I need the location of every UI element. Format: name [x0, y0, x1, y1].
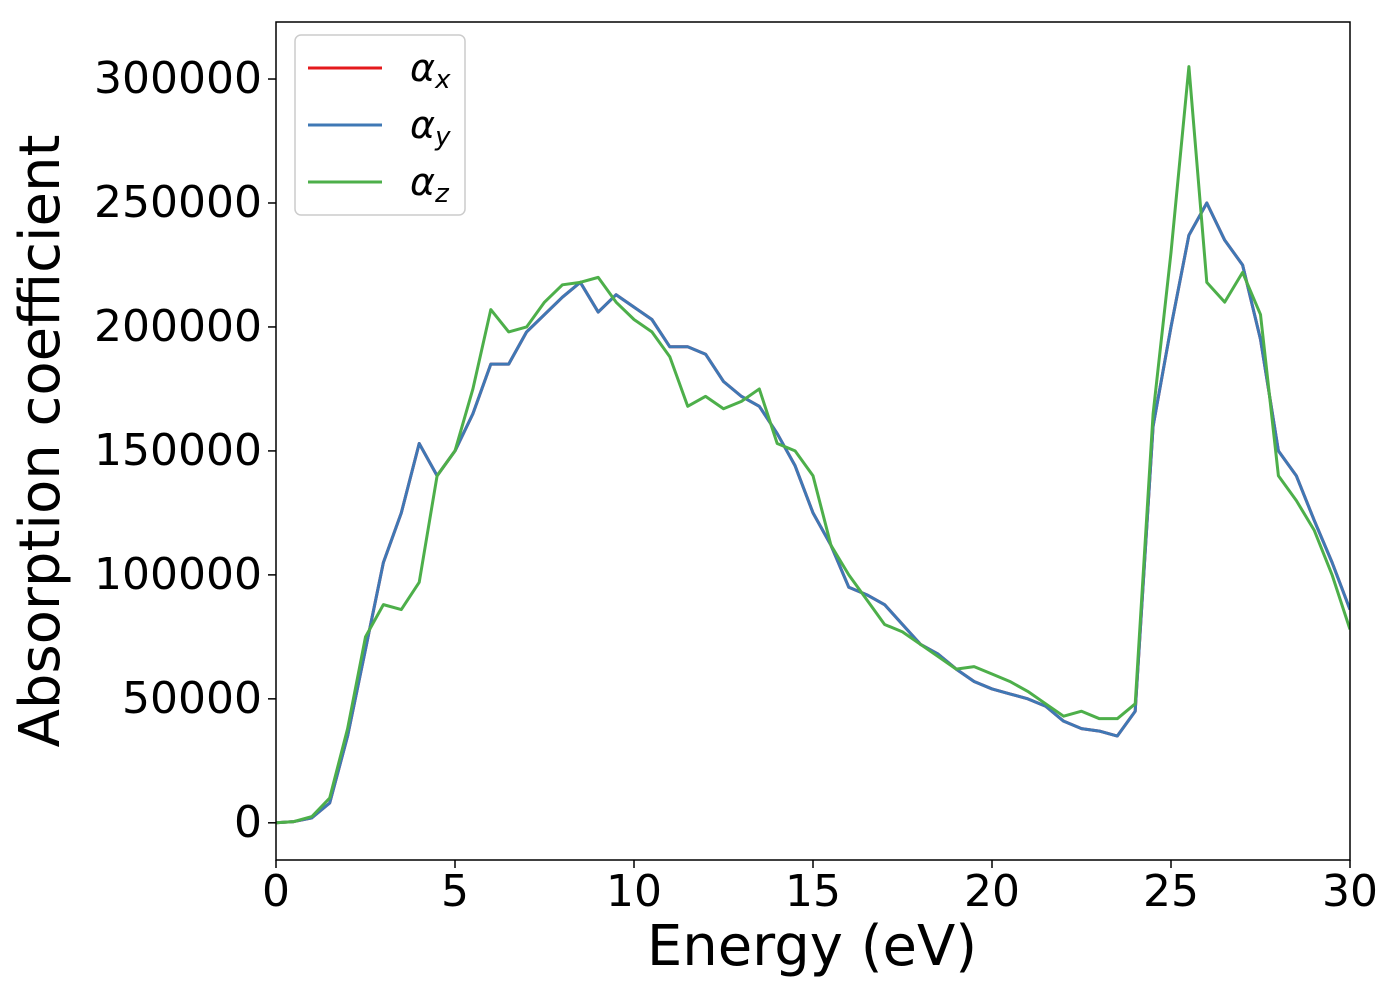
- x-tick-label: 5: [441, 866, 469, 917]
- plot-frame: [275, 21, 1351, 861]
- y-tick-label: 200000: [94, 301, 262, 352]
- series-line: [276, 65, 1350, 825]
- x-tick-label: 30: [1322, 866, 1378, 917]
- y-tick-label: 50000: [122, 673, 262, 724]
- x-tick-label: 10: [606, 866, 662, 917]
- x-tick-label: 15: [785, 866, 841, 917]
- legend-label: αy: [410, 103, 451, 152]
- y-tick-label: 300000: [94, 53, 262, 104]
- series-line: [276, 201, 1350, 825]
- y-tick-label: 150000: [94, 425, 262, 476]
- y-tick-label: 0: [234, 797, 262, 848]
- y-axis-label: Absorption coefficient: [8, 135, 73, 748]
- y-tick-label: 100000: [94, 549, 262, 600]
- x-axis-label: Energy (eV): [647, 914, 977, 979]
- legend-label: αx: [410, 46, 451, 95]
- x-tick-label: 25: [1143, 866, 1199, 917]
- x-tick-label: 0: [262, 866, 290, 917]
- x-tick-label: 20: [964, 866, 1020, 917]
- legend-label: αz: [410, 160, 450, 209]
- y-tick-label: 250000: [94, 177, 262, 228]
